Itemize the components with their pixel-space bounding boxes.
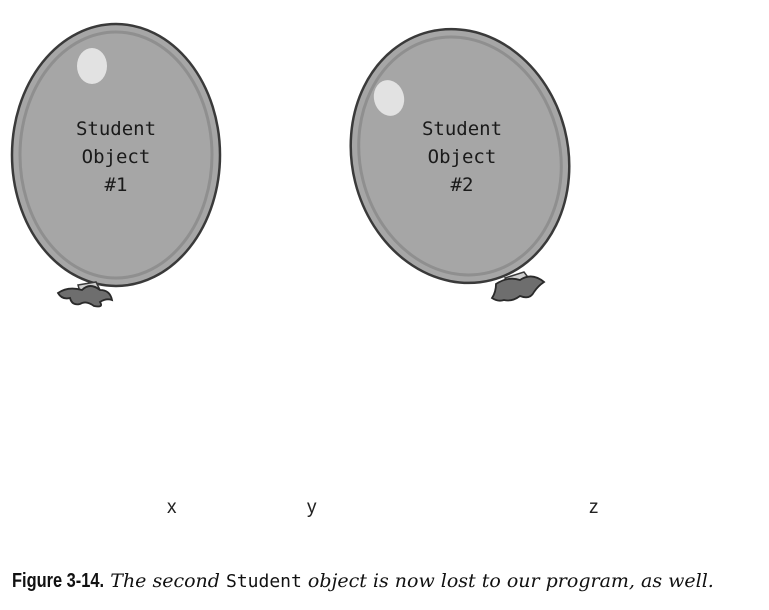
- balloon-label-line: Object: [427, 146, 497, 168]
- balloon-highlight: [77, 48, 107, 84]
- caption-code: Student: [225, 571, 302, 592]
- balloon-highlight: [373, 80, 405, 116]
- variable-y-label: y: [307, 497, 317, 518]
- balloon-student-object-1: [10, 22, 222, 308]
- balloon-label-1: Student Object #1: [56, 115, 176, 199]
- balloon-label-line: Object: [81, 146, 151, 168]
- variable-x-label: x: [167, 497, 177, 518]
- balloon-label-2: Student Object #2: [402, 115, 522, 199]
- balloon-knot: [56, 285, 114, 308]
- balloon-label-line: Student: [421, 118, 503, 140]
- caption-text-before: The second: [110, 570, 226, 592]
- figure-caption: Figure 3-14. The second Student object i…: [12, 570, 769, 593]
- caption-text-after: object is now lost to our program, as we…: [301, 570, 714, 592]
- figure-number: Figure 3-14.: [12, 570, 105, 592]
- balloon-student-object-2: [349, 27, 571, 302]
- balloon-body: [10, 22, 222, 288]
- balloon-label-line: #2: [450, 174, 474, 196]
- balloon-knot: [490, 275, 546, 302]
- balloon-body: [349, 27, 571, 285]
- balloon-label-line: #1: [104, 174, 128, 196]
- balloon-shading: [18, 30, 214, 280]
- variable-z-label: z: [589, 497, 599, 518]
- balloon-label-line: Student: [75, 118, 157, 140]
- balloon-shading: [357, 35, 563, 277]
